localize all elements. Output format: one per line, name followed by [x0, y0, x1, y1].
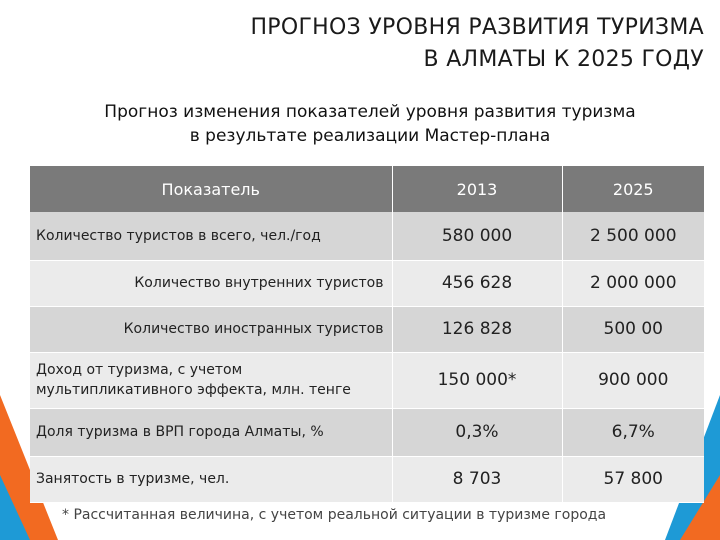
header-indicator: Показатель: [30, 166, 393, 212]
row-label: Доля туризма в ВРП города Алматы, %: [30, 408, 393, 457]
title-line-2: В АЛМАТЫ К 2025 ГОДУ: [423, 47, 704, 72]
value-2013: 580 000: [392, 212, 563, 261]
value-2025: 900 000: [562, 352, 704, 409]
table-row: Количество иностранных туристов 126 828 …: [30, 306, 704, 353]
subtitle-line-1: Прогноз изменения показателей уровня раз…: [104, 102, 636, 122]
slide-subtitle: Прогноз изменения показателей уровня раз…: [0, 100, 720, 148]
table-row: Доход от туризма, с учетом мультипликати…: [30, 352, 704, 409]
value-2013: 456 628: [392, 260, 563, 307]
slide-title: ПРОГНОЗ УРОВНЯ РАЗВИТИЯ ТУРИЗМА В АЛМАТЫ…: [250, 12, 704, 76]
value-2025: 2 000 000: [562, 260, 704, 307]
table-row: Количество туристов в всего, чел./год 58…: [30, 212, 704, 261]
value-2013: 126 828: [392, 306, 563, 353]
header-year-2013: 2013: [392, 166, 563, 212]
value-2025: 2 500 000: [562, 212, 704, 261]
title-line-1: ПРОГНОЗ УРОВНЯ РАЗВИТИЯ ТУРИЗМА: [250, 15, 704, 40]
table-header-row: Показатель 2013 2025: [30, 166, 704, 212]
table-row: Количество внутренних туристов 456 628 2…: [30, 260, 704, 307]
row-label: Доход от туризма, с учетом мультипликати…: [30, 352, 393, 409]
orange-triangle: [0, 395, 58, 540]
row-label: Количество иностранных туристов: [30, 306, 393, 353]
footnote: * Рассчитанная величина, с учетом реальн…: [62, 507, 607, 523]
table-row: Доля туризма в ВРП города Алматы, % 0,3%…: [30, 408, 704, 457]
forecast-table: Показатель 2013 2025 Количество туристов…: [30, 166, 704, 503]
value-2013: 0,3%: [392, 408, 563, 457]
value-2025: 500 00: [562, 306, 704, 353]
orange-triangle: [680, 475, 720, 540]
row-label: Занятость в туризме, чел.: [30, 456, 393, 503]
subtitle-line-2: в результате реализации Мастер-плана: [189, 126, 551, 146]
value-2025: 57 800: [562, 456, 704, 503]
value-2013: 150 000*: [392, 352, 563, 409]
row-label: Количество туристов в всего, чел./год: [30, 212, 393, 261]
blue-triangle: [0, 475, 30, 540]
value-2025: 6,7%: [562, 408, 704, 457]
header-year-2025: 2025: [562, 166, 704, 212]
corner-decoration-left: [0, 395, 58, 540]
value-2013: 8 703: [392, 456, 563, 503]
table-row: Занятость в туризме, чел. 8 703 57 800: [30, 456, 704, 503]
row-label: Количество внутренних туристов: [30, 260, 393, 307]
